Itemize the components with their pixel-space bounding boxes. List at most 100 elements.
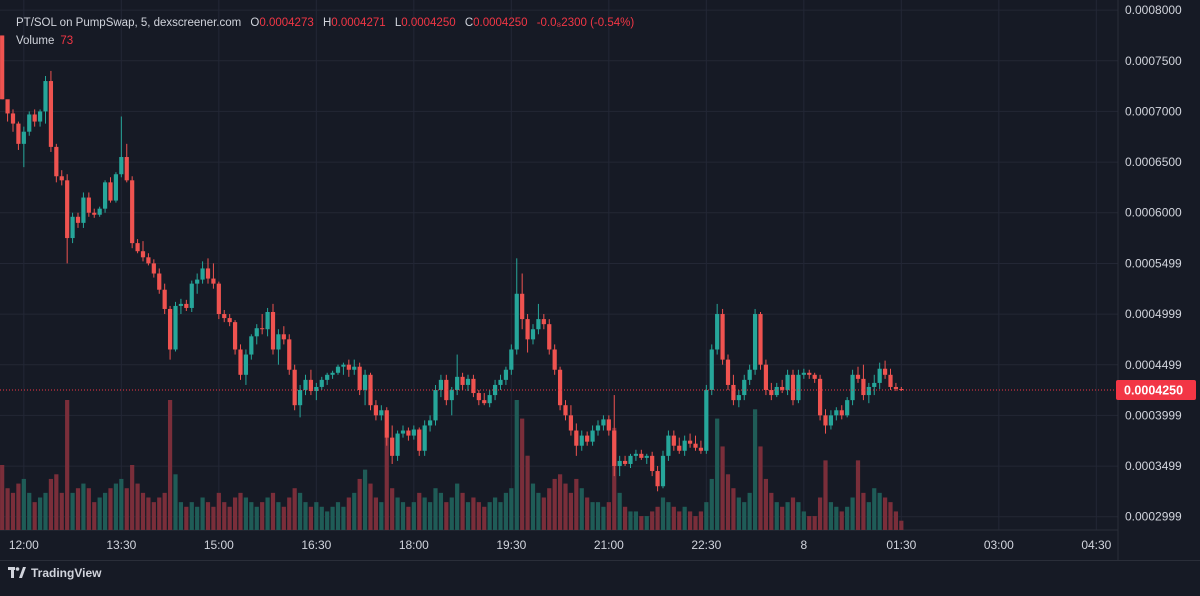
open-value: 0.0004273 (259, 17, 314, 29)
candle-body (633, 453, 639, 456)
candle-body (677, 445, 682, 451)
volume-bar (232, 497, 238, 530)
candle-body (780, 386, 785, 391)
price-axis[interactable]: 0.0008000 0.0007500 0.0007000 0.0006500 0.00… (1125, 3, 1182, 524)
candle-body (379, 410, 384, 416)
candle-body (303, 379, 308, 391)
volume-row: Volume 73 (16, 32, 634, 50)
candle-body (243, 354, 249, 375)
candle-body (861, 378, 866, 396)
volume-bar (763, 478, 769, 530)
volume-bar (243, 497, 249, 530)
open-label: O (250, 17, 260, 29)
price-tick-label: 0.0007500 (1125, 54, 1182, 68)
candle-body (384, 410, 389, 438)
volume-bar (216, 492, 221, 530)
low-value: 0.0004250 (401, 17, 456, 29)
price-tick-label: 0.0005499 (1125, 256, 1182, 270)
volume-bar (796, 502, 801, 530)
candle-body (400, 430, 406, 434)
volume-bar (5, 488, 10, 530)
volume-bar (124, 488, 129, 530)
candle-body (774, 386, 779, 396)
volume-bar (460, 492, 465, 530)
volume-bar (828, 502, 834, 530)
volume-bar (184, 506, 189, 530)
volume-bar (21, 478, 26, 530)
volume-bar (65, 400, 70, 530)
candle-body (368, 374, 373, 406)
candle-body (563, 405, 568, 416)
candle-body (222, 314, 227, 319)
candle-body (173, 305, 178, 350)
volume-bar (357, 478, 362, 530)
candle-body (54, 146, 59, 177)
candle-body (660, 455, 666, 487)
candle-body (48, 81, 54, 147)
candle-body (823, 415, 828, 426)
volume-bar (492, 497, 498, 530)
volume-bar (59, 492, 64, 530)
tradingview-branding[interactable]: TradingView (8, 566, 101, 580)
volume-bar (882, 497, 888, 530)
candle-body (449, 390, 454, 401)
candle-body (790, 374, 796, 401)
volume-bar (438, 492, 444, 530)
candle-body (16, 123, 21, 144)
volume-bar (455, 483, 460, 530)
volume-bar (834, 506, 839, 530)
volume-bar (536, 492, 541, 530)
volume-bar (27, 492, 32, 530)
candle-body (888, 374, 893, 387)
candle-body (287, 339, 292, 370)
volume-bar (400, 502, 406, 530)
volume-bar (877, 492, 882, 530)
volume-bar (37, 497, 43, 530)
current-price-badge (1116, 380, 1196, 401)
candle-body (205, 268, 211, 279)
time-tick-label: 04:30 (1081, 538, 1111, 552)
symbol-title[interactable]: PT/SOL on PumpSwap, 5, dexscreener.com (16, 17, 242, 29)
volume-bar (200, 497, 205, 530)
volume-bar (151, 502, 156, 530)
candle-body (406, 430, 411, 436)
time-axis[interactable]: 12:00 13:30 15:00 16:30 18:00 19:30 21:00 22:30… (9, 538, 1112, 552)
candle-body (146, 257, 151, 264)
candle-body (265, 312, 270, 330)
price-candles (0, 35, 904, 492)
candle-body (742, 379, 747, 396)
time-tick-label: 12:00 (9, 538, 39, 552)
candle-body (855, 374, 861, 379)
volume-bar (736, 497, 741, 530)
volume-bar (362, 469, 368, 530)
volume-bar (590, 502, 595, 530)
volume-bar (303, 502, 308, 530)
volume-bar (785, 502, 790, 530)
volume-bar (585, 497, 590, 530)
volume-bar (379, 502, 384, 530)
volume-bar (227, 506, 232, 530)
candle-body (812, 374, 817, 379)
candle-body (70, 216, 75, 239)
volume-bar (308, 506, 314, 530)
candle-body (65, 180, 70, 239)
volume-bar (525, 455, 530, 530)
candle-body (720, 314, 725, 360)
candle-body (395, 433, 400, 456)
volume-bar (119, 478, 124, 530)
candle-body (59, 176, 64, 181)
candle-body (893, 386, 899, 389)
candle-body (92, 212, 97, 215)
candle-body (482, 400, 487, 404)
candle-body (725, 359, 731, 385)
volume-bar (335, 502, 341, 530)
volume-bar (595, 502, 601, 530)
candle-body (130, 180, 135, 244)
volume-bar (655, 506, 660, 530)
candle-body (601, 419, 606, 426)
volume-bar (557, 474, 563, 530)
candle-body (0, 35, 5, 100)
volume-bar (498, 502, 503, 530)
